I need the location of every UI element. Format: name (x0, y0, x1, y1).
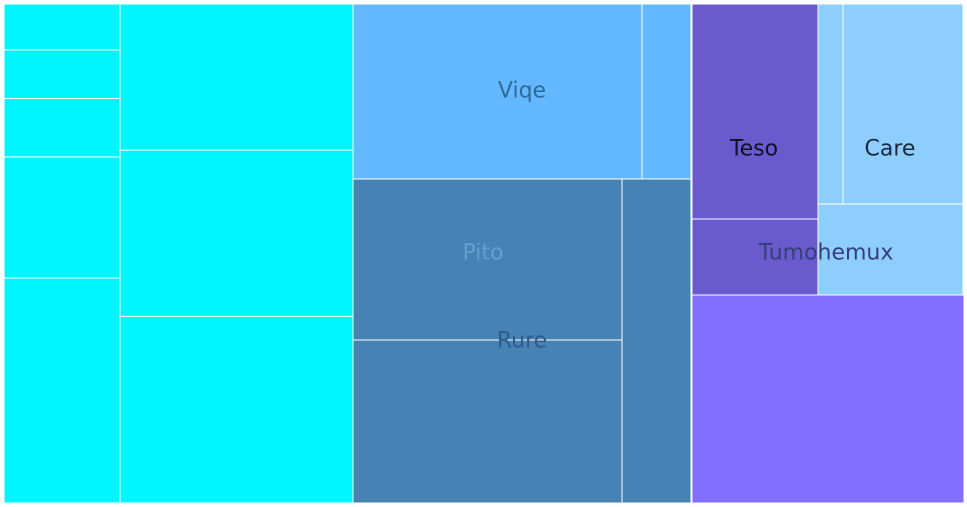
treemap-tile-g4-2 (817, 203, 964, 296)
treemap-tile-g0-4 (3, 277, 121, 504)
treemap-tile-g3-1 (691, 218, 819, 296)
treemap-tile-g4-1 (842, 3, 964, 205)
treemap-tiles (3, 3, 965, 504)
treemap-tile-g2-1 (352, 339, 623, 504)
treemap-tile-g3-0 (691, 3, 819, 220)
treemap-tile-g0-7 (119, 315, 354, 504)
treemap-tile-g0-0 (3, 3, 121, 51)
treemap-tile-g3-2 (691, 294, 965, 504)
treemap-tile-g4-0 (817, 3, 844, 205)
group-label-tumohemux: Tumohemux (758, 241, 894, 266)
tile-label-pito: Pito (463, 241, 504, 266)
tile-label-teso: Teso (729, 137, 778, 162)
treemap-tile-g0-1 (3, 49, 121, 100)
treemap-tile-g0-5 (119, 3, 354, 151)
group-label-rure: Rure (497, 329, 547, 354)
group-label-care: Care (865, 137, 916, 162)
group-label-viqe: Viqe (498, 79, 546, 104)
treemap-tile-g0-6 (119, 149, 354, 317)
treemap-labels: Viqe Pito Rure Teso Care Tumohemux (463, 79, 916, 354)
treemap-tile-g2-2 (621, 178, 692, 504)
treemap-tile-g0-2 (3, 98, 121, 158)
treemap-tile-g1-1 (641, 3, 692, 180)
treemap-tile-g0-3 (3, 156, 121, 279)
